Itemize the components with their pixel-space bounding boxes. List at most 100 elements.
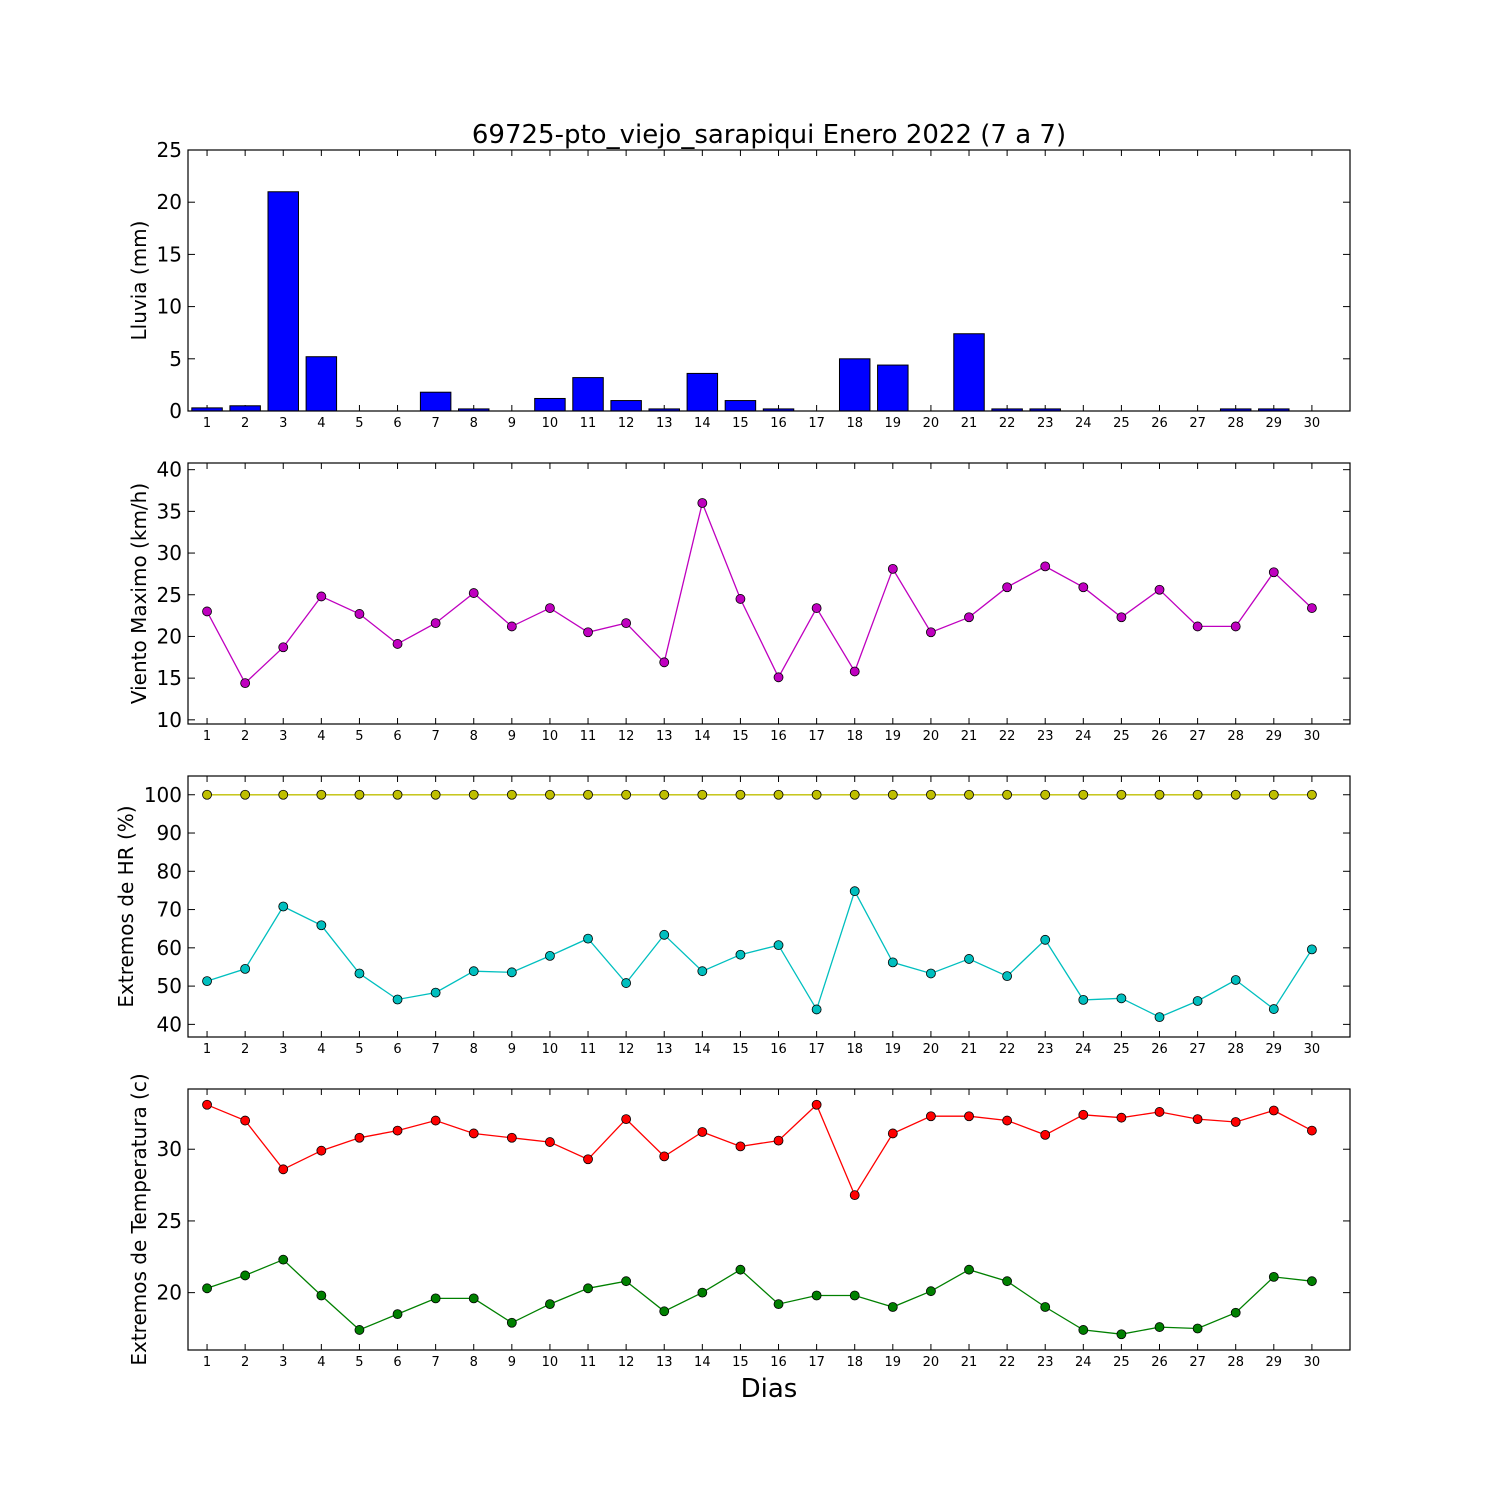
data-point [430,987,441,998]
data-point [545,950,555,961]
x-tick-label: 6 [393,729,401,744]
x-tick-label: 9 [508,416,516,431]
y-tick-label: 35 [157,499,182,523]
y-axis-label: Viento Maximo (km/h) [127,483,151,704]
data-point [583,627,593,638]
data-point [545,1299,555,1310]
x-tick-label: 11 [580,729,597,744]
y-tick-label: 90 [157,821,182,845]
data-point [926,1111,936,1122]
x-tick-label: 14 [694,416,711,431]
y-tick-label: 20 [157,624,182,648]
x-tick-label: 8 [470,729,478,744]
x-tick-label: 7 [431,729,439,744]
data-point [735,949,746,960]
data-point [545,603,555,613]
data-point [354,1132,365,1143]
x-tick-label: 21 [961,729,978,744]
x-tick-label: 21 [961,1355,978,1370]
x-tick-label: 6 [393,416,401,431]
data-point [1307,1276,1317,1287]
x-tick-label: 1 [203,416,211,431]
rain-bar [572,377,604,412]
x-tick-label: 20 [923,729,940,744]
x-tick-label: 12 [618,1042,635,1057]
data-point [735,1141,746,1152]
data-point [430,618,441,629]
data-point [1116,1329,1127,1340]
x-tick-label: 18 [846,1042,863,1057]
data-point [1230,975,1241,985]
data-point [1192,996,1203,1006]
data-point [621,789,632,800]
data-point [1078,582,1089,593]
rain-bar [229,405,261,412]
data-point [240,1115,251,1126]
data-point [1040,934,1051,945]
data-point [1230,621,1241,632]
data-point [621,978,632,988]
data-point [1192,789,1203,800]
x-tick-label: 6 [393,1042,401,1057]
data-point [583,789,593,800]
y-tick-label: 30 [157,1137,182,1161]
y-tick-label: 30 [157,541,182,565]
x-tick-label: 12 [618,1355,635,1370]
y-tick-label: 100 [144,783,182,807]
data-point [468,588,479,598]
rain-bar [877,364,909,412]
data-point [316,789,327,800]
data-point [1154,1012,1165,1022]
data-point [773,672,784,683]
x-tick-label: 20 [923,416,940,431]
data-point [202,976,212,987]
data-point [1078,789,1089,800]
x-tick-label: 15 [732,416,749,431]
x-tick-label: 11 [580,1042,597,1057]
data-point [240,678,251,689]
x-tick-label: 25 [1113,1042,1130,1057]
data-point [1192,1114,1203,1125]
x-tick-label: 4 [317,1355,325,1370]
x-tick-label: 24 [1075,1042,1092,1057]
x-tick-label: 3 [279,1042,287,1057]
data-point [697,789,708,800]
x-tick-label: 16 [770,1355,787,1370]
x-tick-label: 29 [1266,416,1283,431]
data-point [392,789,403,800]
data-point [1040,1302,1051,1312]
data-point [621,1114,632,1125]
rain-bar [953,333,985,412]
data-point [773,940,784,951]
rain-bar [610,400,642,412]
x-tick-label: 2 [241,416,249,431]
x-tick-label: 11 [580,1355,597,1370]
x-tick-label: 1 [203,729,211,744]
rain-bar [534,397,566,412]
data-point [811,1290,822,1301]
x-tick-label: 17 [808,416,825,431]
data-point [1268,1105,1279,1116]
x-tick-label: 18 [846,1355,863,1370]
data-point [1307,1125,1317,1136]
y-tick-label: 20 [157,190,182,214]
data-point [583,1283,593,1294]
data-point [964,789,974,800]
data-point [849,1190,860,1201]
data-point [240,789,251,800]
x-tick-label: 22 [999,1355,1016,1370]
y-tick-label: 5 [169,347,182,371]
x-tick-label: 29 [1266,729,1283,744]
series-line-1 [206,500,1313,685]
data-point [545,1137,555,1147]
data-point [1268,1271,1279,1282]
axes-frame [187,462,1351,725]
x-tick-label: 28 [1227,1042,1244,1057]
y-tick-label: 10 [157,708,182,732]
data-point [468,789,479,800]
data-point [926,1286,936,1297]
x-tick-label: 17 [808,729,825,744]
data-point [697,1287,708,1298]
